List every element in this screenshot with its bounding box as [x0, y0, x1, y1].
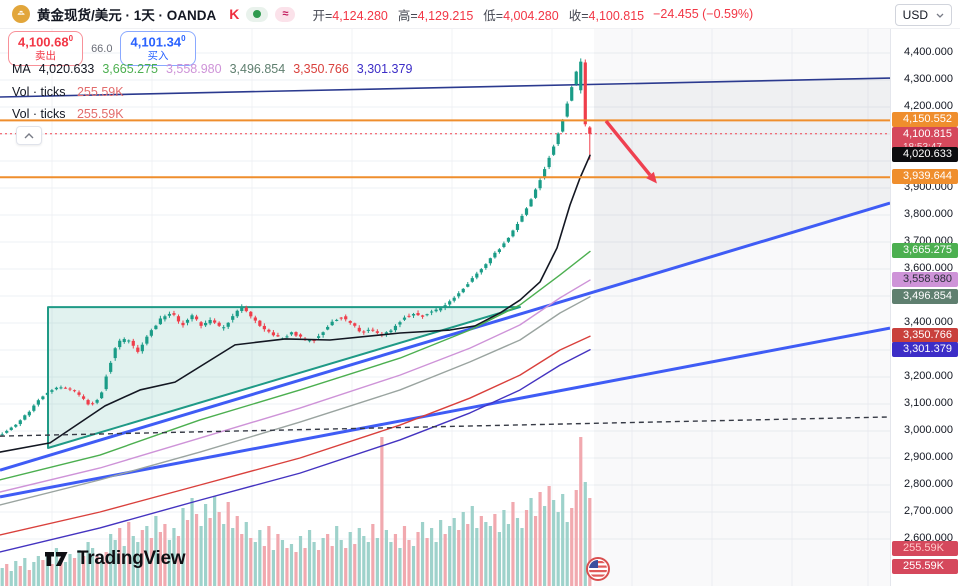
ma-value: 3,558.980	[165, 62, 222, 76]
price-badge: 3,350.766	[892, 328, 958, 344]
axis-tick-label: 3,600.000	[904, 262, 953, 274]
spread-value: 66.0	[91, 42, 113, 55]
price-badge: 3,939.644	[892, 169, 958, 185]
price-badge: 4,150.552	[892, 112, 958, 128]
watermark-text: TradingView	[77, 548, 186, 569]
price-badge: 3,665.275	[892, 243, 958, 259]
moving-averages-layer	[0, 154, 591, 553]
approx-price-icon: ≈	[275, 6, 296, 22]
buy-button[interactable]: 4,101.340 买入	[120, 31, 196, 67]
axis-tick-label: 3,800.000	[904, 208, 953, 220]
volume-badge: 255.59K	[892, 541, 958, 556]
volume-legend-1[interactable]: Vol · ticks 255.59K	[12, 85, 124, 99]
chevron-up-icon	[24, 132, 34, 138]
candlestick-chart-type-icon[interactable]: K	[229, 6, 240, 22]
chevron-down-icon	[936, 13, 944, 18]
channel-fill	[594, 78, 890, 292]
tradingview-watermark[interactable]: TradingView	[44, 548, 186, 570]
volume-legend-value: 255.59K	[76, 85, 124, 99]
ma-value: 3,665.275	[102, 62, 158, 76]
ma-value: 3,496.854	[229, 62, 286, 76]
currency-select[interactable]: USD	[894, 4, 952, 26]
ma-legend-label: MA	[12, 62, 31, 76]
buy-price: 4,101.34	[130, 34, 182, 50]
change-readout: −24.455 (−0.59%)	[653, 7, 754, 21]
ma-value: 3,301.379	[356, 62, 413, 76]
close-label: 收=	[568, 8, 589, 23]
collapse-legend-button[interactable]	[16, 126, 42, 145]
axis-tick-label: 2,900.000	[904, 451, 953, 463]
price-badge: 3,301.379	[892, 341, 958, 357]
levels-layer	[0, 119, 890, 179]
currency-value: USD	[902, 8, 928, 22]
trade-panel: 4,100.680 卖出 66.0 4,101.340 买入	[8, 31, 196, 67]
high-label: 高=	[397, 8, 418, 23]
dashed-baseline	[0, 416, 890, 437]
ma-value: 4,020.633	[38, 62, 95, 76]
price-scale[interactable]: 4,400.000 4,300.000 4,200.000 3,900.000 3,80…	[890, 28, 960, 586]
axis-tick-label: 3,100.000	[904, 397, 953, 409]
axis-tick-label: 4,200.000	[904, 100, 953, 112]
chart-canvas[interactable]	[0, 0, 890, 586]
price-badge: 3,558.980	[892, 272, 958, 288]
high-value: 4,129.215	[417, 8, 474, 23]
ma-legend[interactable]: MA 4,020.633 3,665.275 3,558.980 3,496.854 3,…	[12, 62, 420, 76]
market-open-status-icon	[246, 6, 269, 22]
ohlc-readout: 开=4,124.280 高=4,129.215 低=4,004.280 收=4,…	[312, 5, 644, 24]
ma-value: 3,350.766	[293, 62, 349, 76]
volume-legend-2[interactable]: Vol · ticks 255.59K	[12, 107, 124, 121]
future-zone	[594, 0, 890, 586]
arrow-annotation	[604, 119, 657, 184]
pattern-ascending-triangle	[47, 306, 521, 450]
sell-label: 卖出	[35, 50, 57, 63]
chart-header: 黄金现货/美元 · 1天 · OANDA K ≈ 开=4,124.280 高=4…	[0, 0, 960, 29]
volume-legend-label: Vol · ticks	[12, 107, 66, 121]
volume-legend-value: 255.59K	[76, 107, 124, 121]
tradingview-logo-icon	[45, 552, 68, 566]
axis-tick-label: 3,000.000	[904, 424, 953, 436]
trendlines-layer	[0, 77, 890, 499]
sell-button[interactable]: 4,100.680 卖出	[8, 31, 84, 67]
volume-legend-label: Vol · ticks	[12, 85, 66, 99]
volume-badge: 255.59K	[892, 559, 958, 574]
axis-tick-label: 4,300.000	[904, 73, 953, 85]
axis-tick-label: 3,400.000	[904, 316, 953, 328]
low-value: 4,004.280	[503, 8, 559, 23]
us-flag-event-icon	[586, 557, 610, 581]
axis-tick-label: 3,200.000	[904, 370, 953, 382]
buy-label: 买入	[147, 50, 169, 63]
sell-price: 4,100.68	[18, 34, 69, 50]
price-badge: 3,496.854	[892, 288, 958, 304]
sell-price-sup: 0	[68, 34, 74, 43]
volume-layer	[0, 437, 592, 586]
symbol-title[interactable]: 黄金现货/美元 · 1天 · OANDA	[37, 8, 217, 23]
low-label: 低=	[483, 8, 504, 23]
axis-tick-label: 4,400.000	[904, 46, 953, 58]
open-label: 开=	[312, 8, 333, 23]
buy-price-sup: 0	[181, 34, 186, 43]
symbol-logo-gold-icon	[12, 5, 30, 23]
price-badge: 4,020.633	[892, 147, 958, 163]
close-value: 4,100.815	[588, 8, 645, 23]
open-value: 4,124.280	[332, 8, 388, 23]
axis-tick-label: 2,800.000	[904, 478, 953, 490]
axis-tick-label: 2,700.000	[904, 505, 953, 517]
candles-layer	[0, 58, 592, 437]
